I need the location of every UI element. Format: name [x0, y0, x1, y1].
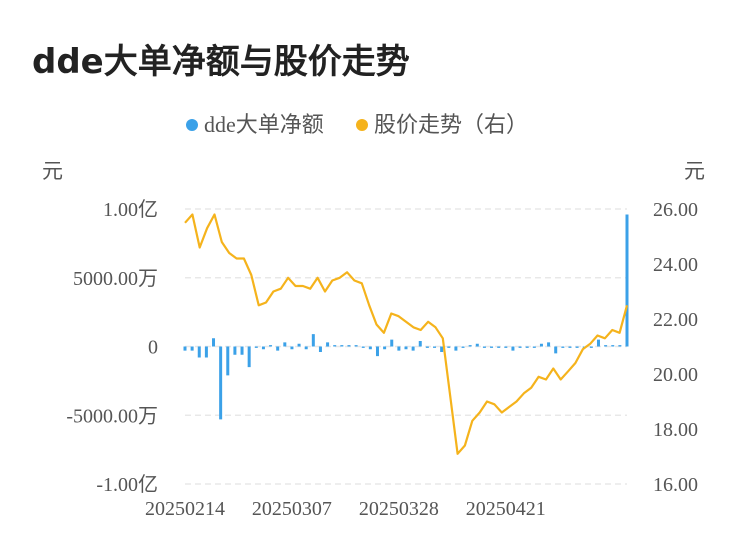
left-tick-label: 5000.00万 — [73, 268, 158, 290]
dde-bar — [461, 346, 465, 348]
dde-bar — [604, 345, 608, 347]
right-tick-label: 18.00 — [653, 419, 698, 441]
dde-bars — [183, 214, 629, 420]
dde-bar — [539, 343, 543, 347]
dde-bar — [397, 346, 401, 351]
dde-bar — [611, 345, 615, 347]
dde-bar — [561, 346, 565, 348]
dde-bar — [625, 214, 629, 347]
dde-bar — [504, 346, 508, 348]
right-axis-ticks: 26.00 24.00 22.00 20.00 18.00 16.00 — [653, 199, 698, 496]
dde-bar — [311, 334, 315, 347]
dde-bar — [440, 346, 444, 352]
legend-marker-dde — [186, 119, 198, 131]
dde-bar — [482, 346, 486, 348]
x-tick-label: 20250307 — [252, 498, 332, 520]
right-axis-unit: 元 — [684, 159, 705, 183]
dde-bar — [525, 346, 529, 348]
right-tick-label: 16.00 — [653, 474, 698, 496]
dde-bar — [468, 345, 472, 347]
dde-bar — [433, 346, 437, 348]
right-tick-label: 20.00 — [653, 364, 698, 386]
dde-bar — [375, 346, 379, 357]
dde-bar — [618, 345, 622, 347]
dde-bar — [497, 346, 501, 348]
dde-bar — [197, 346, 201, 358]
dde-bar — [290, 346, 294, 350]
right-tick-label: 24.00 — [653, 254, 698, 276]
dde-bar — [568, 346, 572, 348]
dde-bar — [368, 346, 372, 350]
dde-bar — [212, 338, 216, 347]
dde-bar — [333, 345, 337, 347]
dde-bar — [347, 345, 351, 347]
dde-bar — [518, 346, 522, 348]
dde-bar — [511, 346, 515, 351]
dde-bar — [547, 342, 551, 347]
dde-bar — [383, 346, 387, 350]
dde-bar — [589, 346, 593, 348]
dde-bar — [575, 346, 579, 348]
left-tick-label: -5000.00万 — [66, 405, 158, 427]
dde-bar — [447, 346, 451, 348]
price-line — [184, 213, 629, 455]
dde-bar — [226, 346, 230, 376]
left-tick-label: 1.00亿 — [103, 198, 158, 221]
dde-bar — [240, 346, 244, 355]
dde-bar — [404, 346, 408, 350]
dde-bar — [304, 346, 308, 350]
x-axis-ticks: 20250214 20250307 20250328 20250421 — [145, 498, 546, 520]
dde-bar — [247, 346, 251, 368]
dde-bar — [554, 346, 558, 354]
dde-bar — [490, 346, 494, 348]
dde-bar — [318, 346, 322, 352]
legend: dde大单净额 股价走势（右） — [186, 112, 528, 137]
dde-bar — [596, 339, 600, 347]
left-tick-label: -1.00亿 — [96, 473, 158, 496]
legend-label-price: 股价走势（右） — [374, 112, 528, 137]
dde-bar — [183, 346, 187, 351]
x-tick-label: 20250328 — [359, 498, 439, 520]
dde-bar — [532, 346, 536, 348]
dde-bar — [425, 346, 429, 348]
chart-title: dde大单净额与股价走势 — [32, 42, 410, 82]
dde-bar — [283, 342, 287, 347]
dde-bar — [276, 346, 280, 351]
right-tick-label: 26.00 — [653, 199, 698, 221]
x-tick-label: 20250421 — [466, 498, 546, 520]
dde-bar — [269, 345, 273, 347]
left-axis-unit: 元 — [42, 159, 63, 183]
legend-marker-price — [356, 119, 368, 131]
legend-label-dde: dde大单净额 — [204, 112, 324, 137]
dde-bar — [418, 341, 422, 347]
dde-bar — [233, 346, 237, 355]
dde-bar — [204, 346, 208, 358]
dde-bar — [297, 343, 301, 347]
price-line-group — [184, 213, 629, 455]
dde-bar — [361, 346, 365, 348]
dde-bar — [354, 345, 358, 347]
dde-bar — [411, 346, 415, 351]
dde-bar — [475, 343, 479, 347]
x-tick-label: 20250214 — [145, 498, 225, 520]
left-axis-ticks: 1.00亿 5000.00万 0 -5000.00万 -1.00亿 — [66, 198, 158, 496]
dde-bar — [190, 346, 194, 351]
dde-bar — [454, 346, 458, 351]
right-tick-label: 22.00 — [653, 309, 698, 331]
dde-bar — [254, 346, 258, 348]
dde-bar — [326, 342, 330, 347]
dde-bar — [261, 346, 265, 350]
gridlines — [185, 208, 627, 485]
dde-bar — [390, 339, 394, 347]
dde-bar — [219, 346, 223, 420]
dde-bar — [340, 345, 344, 347]
left-tick-label: 0 — [148, 337, 158, 359]
